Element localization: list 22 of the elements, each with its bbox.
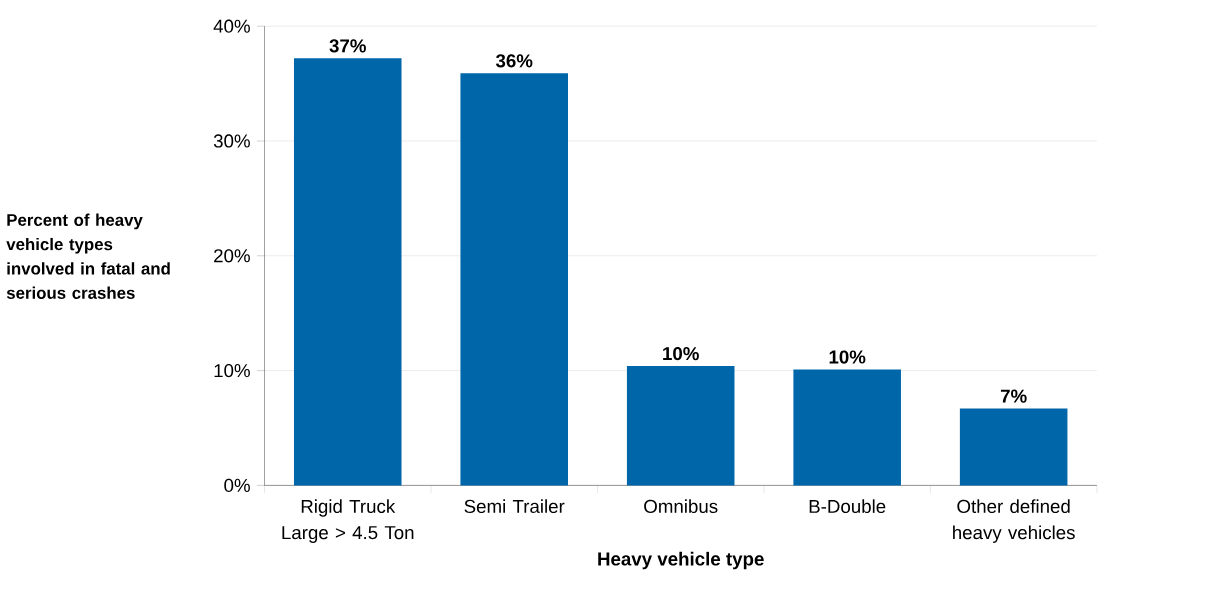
y-tick-label: 30% — [213, 134, 250, 148]
x-axis-title: Heavy vehicle type — [598, 551, 764, 570]
y-axis-title: Percent of heavy vehicle types involved in fatal and serious crashes — [6, 213, 170, 300]
y-tick-label: 0% — [224, 478, 250, 493]
y-tick-label: 40% — [213, 19, 250, 33]
bar — [460, 73, 568, 486]
x-tick-label: B-Double — [809, 499, 886, 514]
x-tick-label: Omnibus — [644, 499, 718, 514]
x-tick-label: Other defined heavy vehicles — [953, 499, 1075, 544]
y-tick-label: 10% — [214, 364, 250, 378]
data-label: 10% — [663, 347, 699, 361]
bar — [293, 58, 402, 486]
y-tick-label: 20% — [214, 249, 250, 263]
data-label: 7% — [1000, 389, 1027, 403]
x-tick-label: Semi Trailer — [464, 499, 565, 514]
bar — [793, 369, 901, 486]
data-label: 36% — [495, 54, 533, 68]
bar — [959, 408, 1068, 486]
data-label: 37% — [329, 39, 366, 53]
data-label: 10% — [829, 350, 866, 364]
bar — [626, 366, 735, 486]
x-tick-label: Rigid Truck Large > 4.5 Ton — [282, 499, 414, 544]
